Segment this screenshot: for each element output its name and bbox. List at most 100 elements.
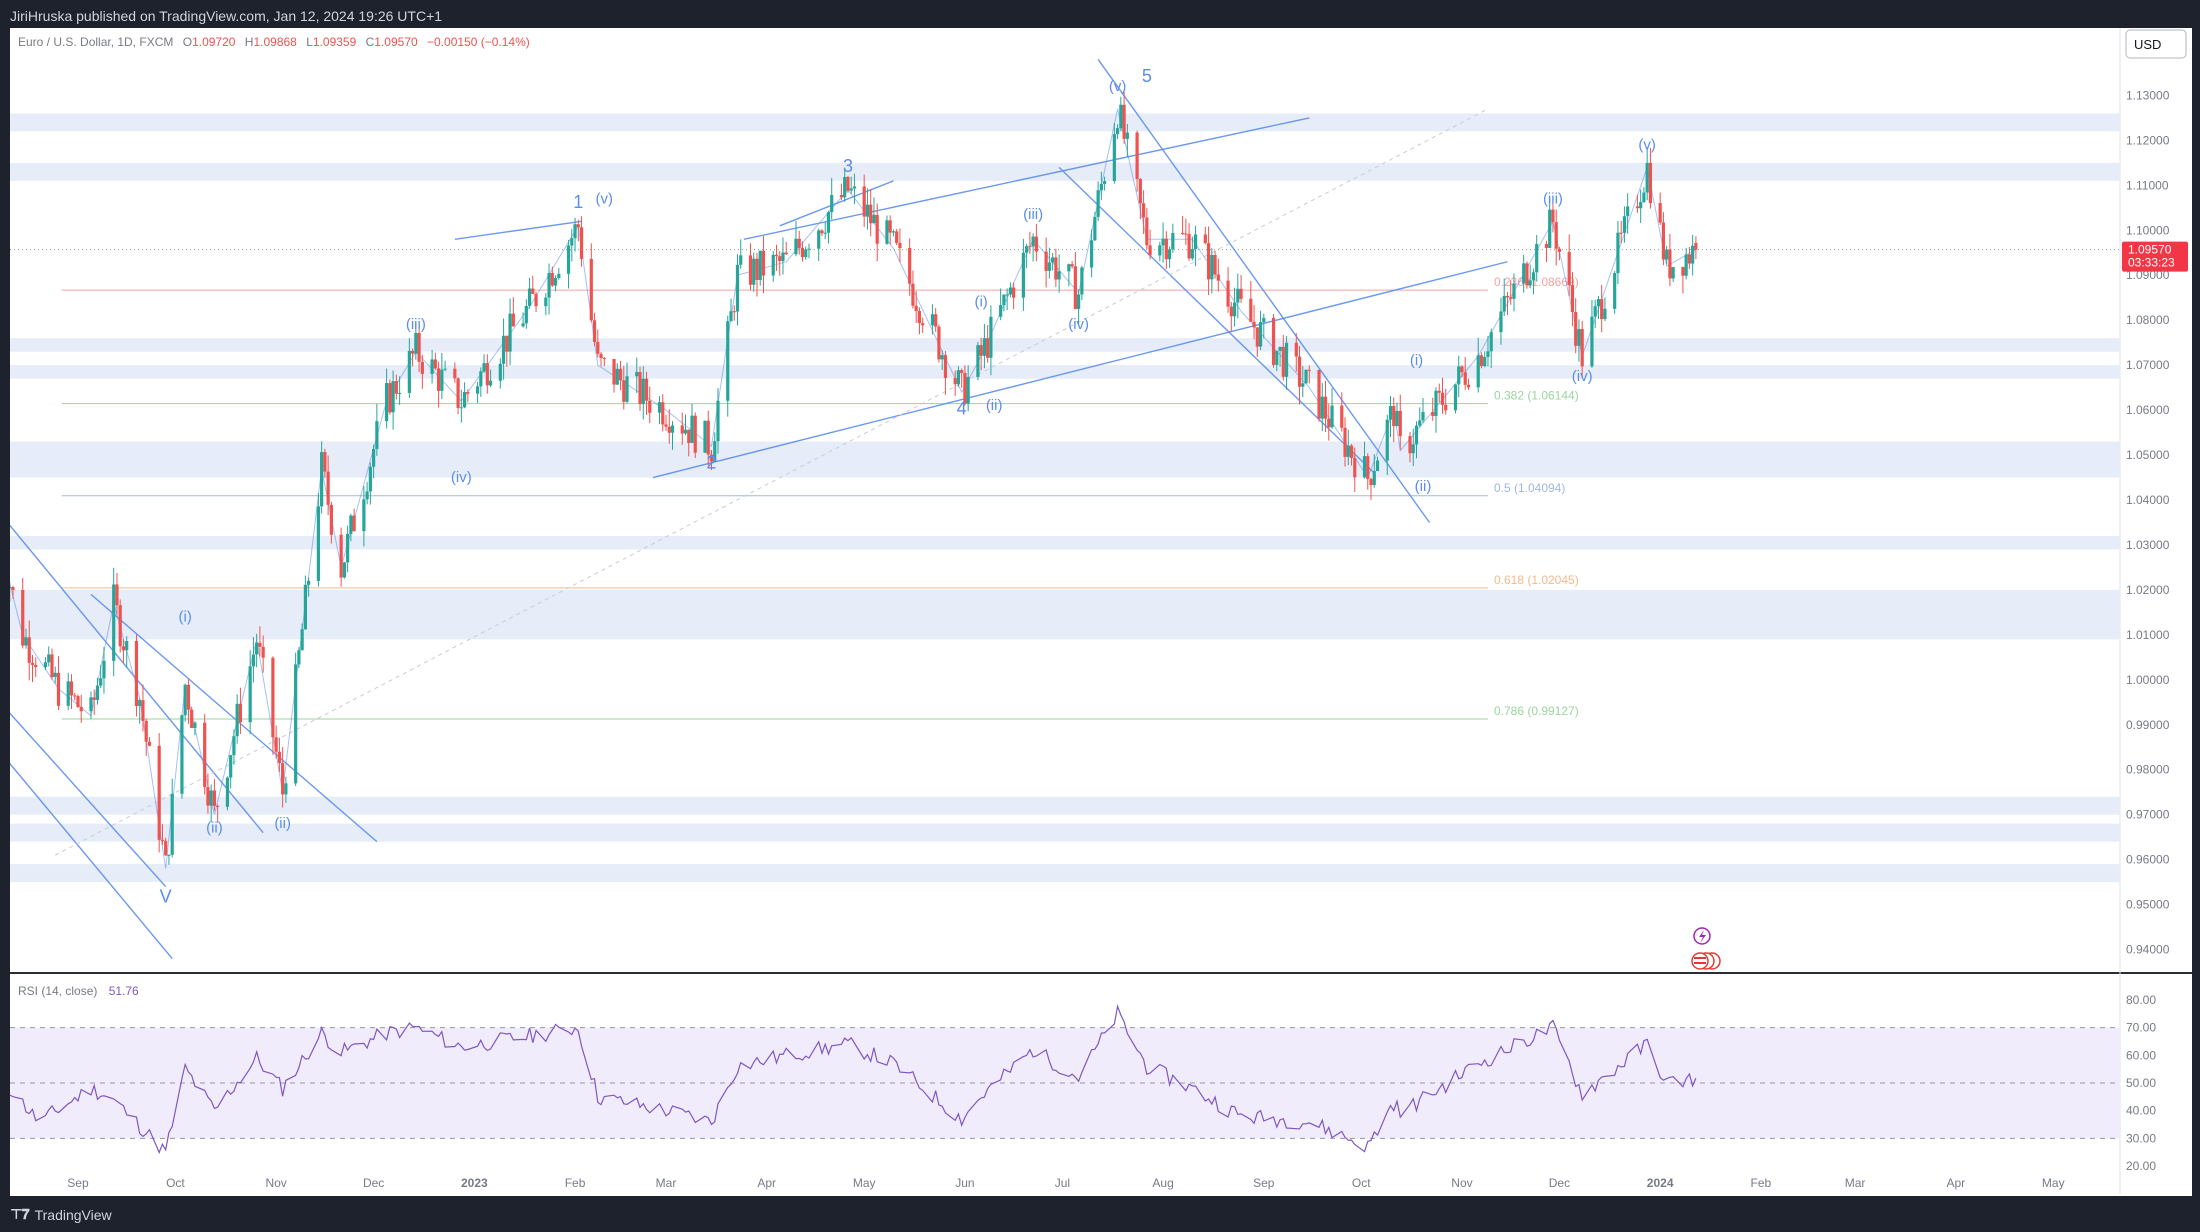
candle[interactable] [1639, 202, 1643, 209]
candle[interactable] [1635, 206, 1640, 209]
symbol-name[interactable]: Euro / U.S. Dollar, 1D, FXCM [18, 35, 173, 49]
candle[interactable] [2, 545, 5, 568]
candle[interactable] [1375, 460, 1380, 472]
candle[interactable] [1135, 132, 1139, 180]
candle[interactable] [670, 425, 675, 433]
candle[interactable] [839, 194, 844, 198]
wave-label[interactable]: 2 [706, 453, 716, 473]
trend-line[interactable] [1058, 166, 1375, 474]
candle[interactable] [1148, 245, 1152, 256]
candle[interactable] [1353, 458, 1357, 478]
candle[interactable] [391, 381, 395, 413]
candle[interactable] [125, 640, 129, 651]
candle[interactable] [1297, 356, 1302, 387]
candle[interactable] [1453, 384, 1458, 411]
trend-line[interactable] [652, 261, 1508, 479]
candle[interactable] [1466, 384, 1471, 388]
candle[interactable] [1025, 246, 1029, 253]
candle[interactable] [216, 805, 220, 807]
candle[interactable] [1284, 342, 1289, 377]
candle[interactable] [1499, 311, 1503, 333]
candle[interactable] [869, 204, 873, 224]
candle[interactable] [255, 642, 259, 655]
candle[interactable] [713, 441, 717, 462]
candle[interactable] [1145, 217, 1149, 246]
candle[interactable] [826, 212, 831, 233]
candle[interactable] [1525, 263, 1529, 286]
candle[interactable] [1320, 396, 1324, 419]
candle[interactable] [934, 314, 938, 327]
candle[interactable] [703, 420, 707, 453]
candle[interactable] [1619, 232, 1623, 234]
candle[interactable] [462, 391, 467, 408]
candle[interactable] [625, 376, 629, 402]
candle[interactable] [1616, 232, 1620, 274]
candle[interactable] [307, 580, 311, 585]
sr-zone[interactable] [10, 338, 2120, 352]
wave-label[interactable]: 4 [957, 399, 967, 419]
candle[interactable] [453, 368, 457, 379]
candle[interactable] [1021, 252, 1025, 298]
candle[interactable] [1509, 297, 1513, 299]
candle[interactable] [976, 345, 980, 377]
candle[interactable] [930, 314, 935, 326]
candle[interactable] [1171, 232, 1175, 250]
candle[interactable] [118, 605, 122, 647]
candle[interactable] [349, 515, 353, 534]
candle[interactable] [508, 313, 512, 352]
wave-label[interactable]: (v) [1638, 136, 1656, 153]
candle[interactable] [797, 238, 801, 248]
candle[interactable] [706, 420, 710, 455]
candle[interactable] [1119, 104, 1123, 129]
candle[interactable] [534, 293, 538, 307]
candle[interactable] [21, 589, 25, 646]
candle[interactable] [372, 448, 376, 467]
candle[interactable] [1349, 445, 1354, 459]
candle[interactable] [73, 695, 77, 697]
candle[interactable] [147, 741, 152, 746]
candle[interactable] [1502, 295, 1506, 312]
candle[interactable] [0, 545, 2, 546]
time-axis[interactable] [10, 1194, 2192, 1196]
candle[interactable] [664, 424, 668, 427]
candle[interactable] [1125, 132, 1129, 139]
candle[interactable] [1187, 234, 1191, 259]
candle[interactable] [1476, 355, 1480, 388]
candle[interactable] [1684, 254, 1688, 276]
candle[interactable] [258, 642, 262, 647]
candle[interactable] [352, 515, 356, 532]
candle[interactable] [414, 332, 418, 354]
candle[interactable] [1070, 264, 1074, 267]
candle[interactable] [1077, 294, 1081, 309]
wave-label[interactable]: 3 [843, 156, 853, 176]
candle[interactable] [456, 378, 460, 408]
wave-label[interactable]: 5 [1142, 66, 1152, 86]
candle[interactable] [1622, 216, 1627, 233]
candle[interactable] [394, 381, 398, 394]
candle[interactable] [914, 305, 918, 312]
candle[interactable] [229, 755, 233, 778]
candle[interactable] [1005, 294, 1009, 296]
candle[interactable] [89, 697, 93, 712]
candle[interactable] [817, 230, 821, 249]
wave-label[interactable]: (iii) [1543, 190, 1563, 207]
candle[interactable] [1051, 257, 1055, 263]
candle[interactable] [1661, 222, 1666, 260]
candle[interactable] [589, 258, 593, 321]
candle[interactable] [979, 345, 983, 356]
candle[interactable] [160, 839, 165, 841]
candle[interactable] [24, 637, 28, 646]
candle[interactable] [1103, 181, 1107, 184]
candle[interactable] [1158, 245, 1162, 256]
candle[interactable] [56, 672, 61, 706]
us-flag-icon[interactable] [1691, 952, 1709, 970]
candle[interactable] [1343, 427, 1347, 457]
candle[interactable] [937, 326, 941, 360]
candle[interactable] [134, 640, 139, 706]
candle[interactable] [1600, 299, 1604, 320]
sr-zone[interactable] [10, 365, 2120, 379]
candle[interactable] [830, 194, 834, 213]
candle[interactable] [1392, 405, 1396, 427]
candle[interactable] [92, 697, 96, 700]
sr-zone[interactable] [10, 589, 2120, 640]
